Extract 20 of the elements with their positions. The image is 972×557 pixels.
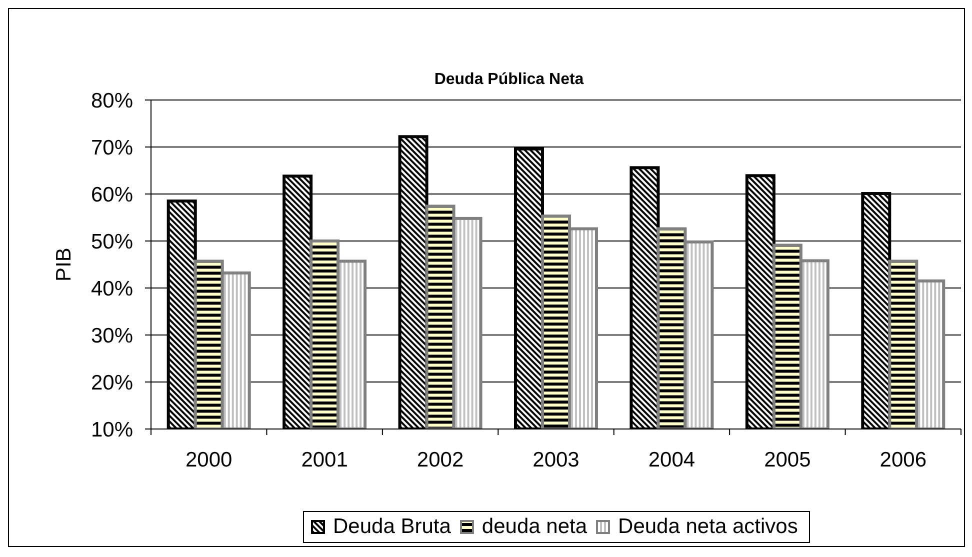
x-tick-label: 2002 [416,448,464,472]
legend-label: Deuda Bruta [333,515,451,539]
chart-title: Deuda Pública Neta [433,70,585,90]
y-tick-label: 40% [90,277,133,300]
legend-label: Deuda neta activos [618,515,798,539]
legend-label: deuda neta [482,515,588,539]
x-tick-label: 2006 [880,448,926,472]
y-axis-title: PIB [52,248,76,282]
y-tick-label: 70% [90,136,133,160]
x-tick-label: 2004 [648,448,696,472]
x-tick-label: 2000 [186,448,232,472]
y-tick-label: 60% [90,183,133,206]
x-tick-label: 2005 [764,448,811,472]
y-tick-label: 30% [90,324,133,348]
y-tick-label: 20% [90,371,133,394]
y-tick-label: 50% [90,230,133,254]
x-tick-label: 2003 [532,448,580,472]
y-tick-label: 80% [90,89,133,112]
x-tick-label: 2001 [301,448,348,472]
y-tick-label: 10% [90,418,133,442]
